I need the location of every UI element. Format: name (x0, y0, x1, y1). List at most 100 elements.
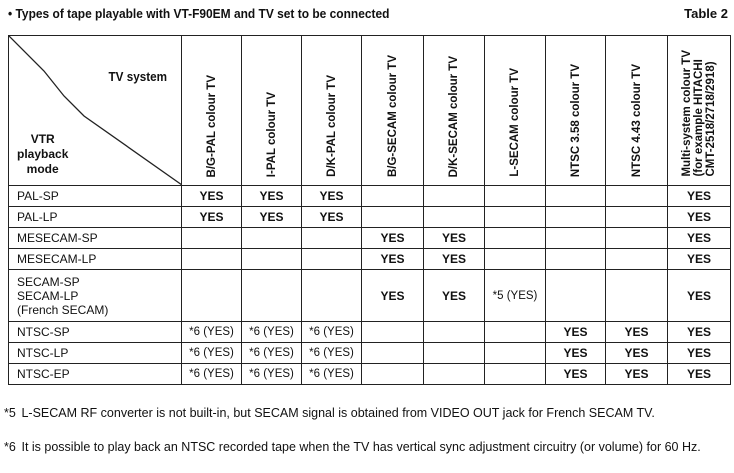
compatibility-cell (423, 185, 485, 207)
compatibility-cell: *6 (YES) (301, 363, 362, 385)
column-header: I-PAL colour TV (241, 35, 302, 186)
compatibility-cell (181, 248, 242, 270)
playback-mode-cell: MESECAM-LP (8, 248, 182, 270)
playback-mode-line: NTSC-LP (17, 346, 69, 360)
diagonal-divider (9, 36, 182, 185)
playback-mode-line: NTSC-EP (17, 367, 70, 381)
compatibility-cell: YES (605, 363, 668, 385)
compatibility-cell: YES (423, 269, 485, 322)
compatibility-cell (301, 227, 362, 249)
compatibility-cell: *6 (YES) (301, 321, 362, 343)
playback-mode-line: SECAM-LP (17, 288, 79, 303)
compatibility-cell: YES (241, 185, 302, 207)
compatibility-cell: YES (301, 206, 362, 228)
compatibility-cell: YES (361, 248, 424, 270)
compatibility-cell (605, 269, 668, 322)
compatibility-cell: *6 (YES) (181, 363, 242, 385)
compatibility-cell: YES (667, 227, 731, 249)
playback-mode-cell: NTSC-EP (8, 363, 182, 385)
column-header-line: NTSC 4.43 colour TV (630, 63, 643, 177)
compatibility-cell: *6 (YES) (301, 342, 362, 364)
compatibility-cell (545, 269, 606, 322)
column-header: Multi-system colour TV (for example HITAC… (667, 35, 731, 186)
table-label: Table 2 (684, 6, 728, 21)
tv-system-label: TV system (108, 69, 167, 84)
compatibility-cell (605, 248, 668, 270)
vtr-mode-label: VTR playback mode (17, 132, 68, 177)
compatibility-cell (484, 227, 546, 249)
column-header-text: D/K-SECAM colour TV (448, 56, 460, 177)
playback-mode-cell: PAL-LP (8, 206, 182, 228)
column-header-line: D/K-SECAM colour TV (448, 55, 460, 177)
footnote-mark: *6 (4, 440, 16, 454)
compatibility-cell (484, 248, 546, 270)
footnote-text: L-SECAM RF converter is not built-in, bu… (21, 406, 655, 420)
compatibility-cell (484, 342, 546, 364)
compatibility-cell (605, 227, 668, 249)
vtr-label-line: mode (26, 162, 59, 176)
playback-mode-line: NTSC-SP (17, 325, 70, 339)
vtr-label-line: playback (17, 147, 69, 161)
playback-mode-cell: SECAM-SP SECAM-LP (French SECAM) (8, 269, 182, 322)
compatibility-cell: *6 (YES) (181, 342, 242, 364)
compatibility-cell: YES (241, 206, 302, 228)
playback-mode-line: MESECAM-SP (17, 231, 98, 245)
compatibility-cell (241, 227, 302, 249)
compatibility-cell (545, 227, 606, 249)
compatibility-cell: YES (361, 227, 424, 249)
compatibility-cell (423, 363, 485, 385)
compatibility-cell: YES (361, 269, 424, 322)
compatibility-cell (423, 321, 485, 343)
column-header: NTSC 3.58 colour TV (545, 35, 606, 186)
compatibility-cell: YES (667, 269, 731, 322)
column-header-text: Multi-system colour TV (for example HITAC… (681, 50, 717, 177)
compatibility-cell: YES (667, 185, 731, 207)
compatibility-cell: YES (667, 342, 731, 364)
compatibility-cell (241, 269, 302, 322)
table-row: NTSC-EP *6 (YES) *6 (YES) *6 (YES) YES YES YES (8, 363, 731, 385)
column-header-line: L-SECAM colour TV (509, 68, 521, 177)
column-header: D/K-SECAM colour TV (423, 35, 485, 186)
compatibility-cell: YES (545, 321, 606, 343)
compatibility-cell (605, 185, 668, 207)
compatibility-cell (545, 248, 606, 270)
compatibility-cell: *5 (YES) (484, 269, 546, 322)
compatibility-cell: YES (181, 206, 242, 228)
table-row: PAL-SP YES YES YES YES (8, 185, 731, 207)
playback-mode-line: PAL-SP (17, 189, 59, 203)
playback-mode-line: (French SECAM) (17, 302, 109, 317)
compatibility-cell (423, 342, 485, 364)
compatibility-cell (361, 342, 424, 364)
column-header-text: I-PAL colour TV (266, 92, 278, 177)
compatibility-cell (605, 206, 668, 228)
column-header: NTSC 4.43 colour TV (605, 35, 668, 186)
corner-header: TV system VTR playback mode (8, 35, 182, 186)
compatibility-cell: YES (605, 342, 668, 364)
table-row: MESECAM-SP YES YES YES (8, 227, 731, 249)
compatibility-cell: YES (545, 342, 606, 364)
footnote-mark: *5 (4, 406, 16, 420)
table-title: • Types of tape playable with VT-F90EM a… (8, 6, 390, 21)
compatibility-cell: *6 (YES) (241, 342, 302, 364)
playback-mode-cell: MESECAM-SP (8, 227, 182, 249)
column-header-text: NTSC 4.43 colour TV (631, 64, 643, 177)
playback-mode-cell: PAL-SP (8, 185, 182, 207)
compatibility-cell (484, 185, 546, 207)
column-header-text: B/G-PAL colour TV (206, 75, 218, 177)
compatibility-cell: *6 (YES) (241, 363, 302, 385)
table-row: PAL-LP YES YES YES YES (8, 206, 731, 228)
column-header-line: D/K-PAL colour TV (325, 75, 338, 177)
column-header: B/G-SECAM colour TV (361, 35, 424, 186)
compatibility-cell (301, 269, 362, 322)
column-header: B/G-PAL colour TV (181, 35, 242, 186)
compatibility-cell: YES (605, 321, 668, 343)
compatibility-cell: *6 (YES) (181, 321, 242, 343)
footnote-5: *5 L-SECAM RF converter is not built-in,… (4, 405, 730, 421)
column-header-text: B/G-SECAM colour TV (387, 55, 399, 177)
column-header: D/K-PAL colour TV (301, 35, 362, 186)
playback-mode-cell: NTSC-SP (8, 321, 182, 343)
compatibility-cell (241, 248, 302, 270)
compatibility-cell: YES (301, 185, 362, 207)
column-header-line: CMT-2518/2718/2918) (705, 61, 717, 177)
playback-mode-line: SECAM-SP (17, 274, 80, 289)
